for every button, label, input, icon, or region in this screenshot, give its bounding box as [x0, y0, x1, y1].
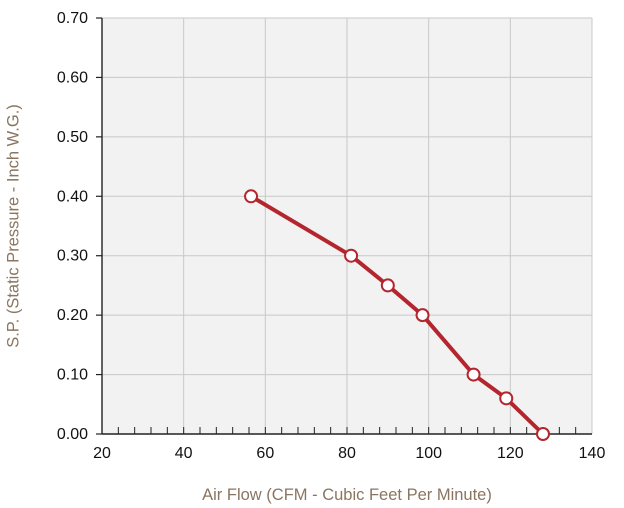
x-tick-label: 120 [497, 445, 524, 462]
tick-labels: 20 40 60 80 100 120 140 0.00 0.10 0.20 0.30 0.40 0.5… [57, 10, 606, 462]
y-tick-label: 0.00 [57, 426, 88, 443]
data-point [244, 189, 259, 204]
x-tick-label: 140 [579, 445, 606, 462]
y-tick-label: 0.40 [57, 188, 88, 205]
x-tick-label: 80 [338, 445, 356, 462]
data-point [466, 367, 481, 382]
y-tick-label: 0.10 [57, 367, 88, 384]
x-tick-label: 20 [93, 445, 111, 462]
data-point [380, 278, 395, 293]
y-tick-label: 0.70 [57, 10, 88, 27]
x-axis-title: Air Flow (CFM - Cubic Feet Per Minute) [202, 486, 492, 504]
data-point [499, 391, 514, 406]
axes [96, 17, 592, 435]
x-tick-label: 40 [175, 445, 193, 462]
x-tick-label: 60 [256, 445, 274, 462]
data-point [536, 427, 550, 441]
data-point [415, 308, 430, 323]
y-tick-label: 0.50 [57, 129, 88, 146]
y-tick-label: 0.30 [57, 248, 88, 265]
series [244, 189, 550, 441]
y-tick-label: 0.20 [57, 307, 88, 324]
y-tick-label: 0.60 [57, 69, 88, 86]
y-axis-title: S.P. (Static Pressure - Inch W.G.) [4, 104, 22, 348]
x-tick-label: 100 [415, 445, 442, 462]
data-point [344, 248, 359, 263]
grid [102, 17, 593, 434]
